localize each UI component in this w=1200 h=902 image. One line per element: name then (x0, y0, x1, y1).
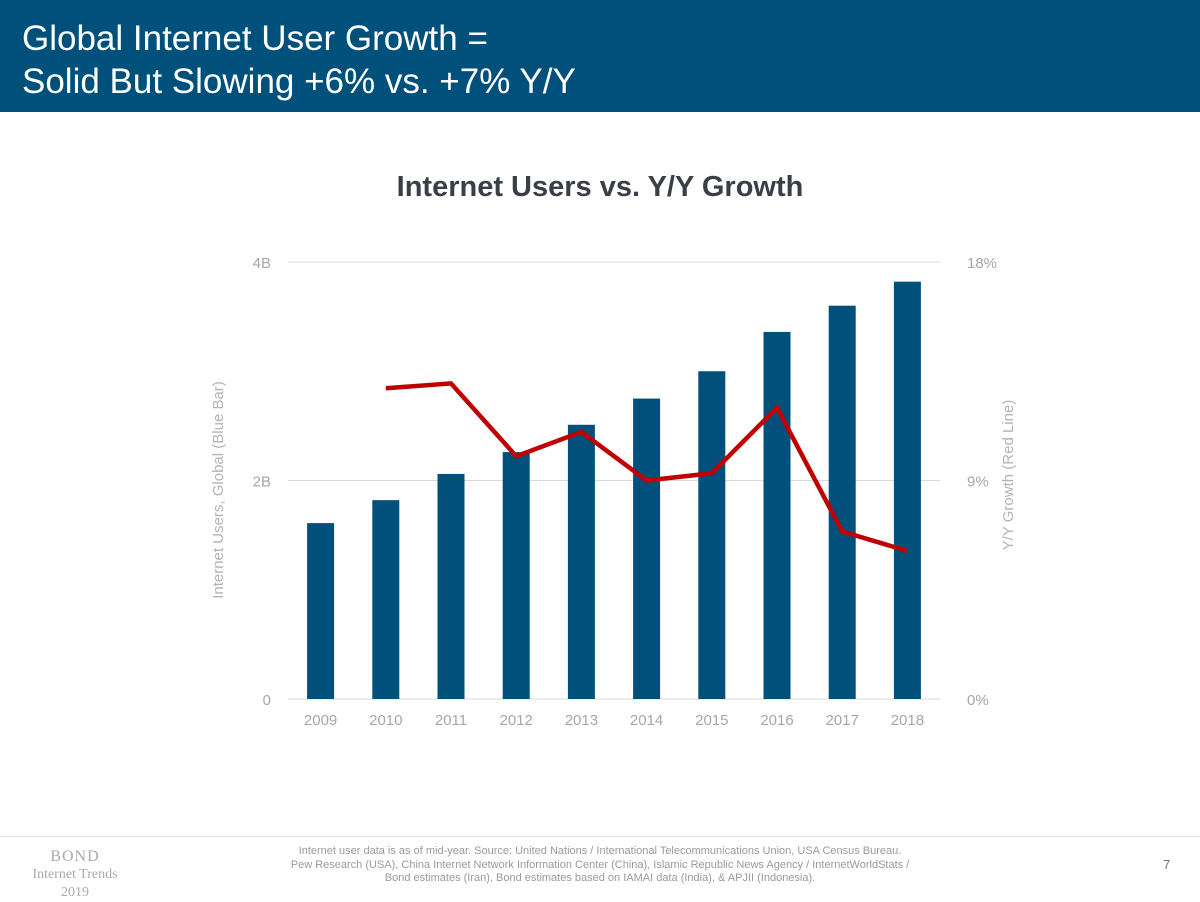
bar-2009 (307, 523, 334, 699)
footer-divider (0, 836, 1200, 837)
bar-2015 (698, 371, 725, 699)
bar-2010 (372, 500, 399, 699)
x-tick-label: 2016 (760, 712, 793, 729)
x-tick-label: 2014 (630, 712, 663, 729)
x-tick-label: 2018 (891, 712, 924, 729)
y-axis-label: Internet Users, Global (Blue Bar) (210, 381, 227, 599)
brand-subtitle: Internet Trends (20, 866, 130, 884)
bar-2011 (438, 474, 465, 699)
x-tick-label: 2013 (565, 712, 598, 729)
bar-2018 (894, 282, 921, 699)
y2-tick-label: 18% (967, 255, 997, 272)
source-note: Internet user data is as of mid-year. So… (290, 845, 910, 886)
bar-2014 (633, 399, 660, 699)
x-tick-label: 2017 (826, 712, 859, 729)
brand-logo: BOND Internet Trends 2019 (20, 848, 130, 902)
y-tick-label: 0 (263, 692, 271, 709)
brand-year: 2019 (20, 884, 130, 902)
page-number: 7 (1163, 857, 1170, 872)
bar-2017 (829, 306, 856, 699)
y2-tick-label: 9% (967, 474, 989, 491)
x-tick-label: 2010 (369, 712, 402, 729)
y2-tick-label: 0% (967, 692, 989, 709)
x-tick-label: 2015 (695, 712, 728, 729)
x-tick-label: 2009 (304, 712, 337, 729)
bar-2016 (764, 332, 791, 699)
bar-2013 (568, 425, 595, 699)
x-tick-label: 2012 (500, 712, 533, 729)
x-tick-label: 2011 (435, 712, 467, 729)
y-tick-label: 2B (253, 474, 271, 491)
brand-name: BOND (20, 848, 130, 866)
y2-axis-label: Y/Y Growth (Red Line) (1000, 400, 1017, 551)
y-tick-label: 4B (253, 255, 271, 272)
bar-2012 (503, 452, 530, 699)
